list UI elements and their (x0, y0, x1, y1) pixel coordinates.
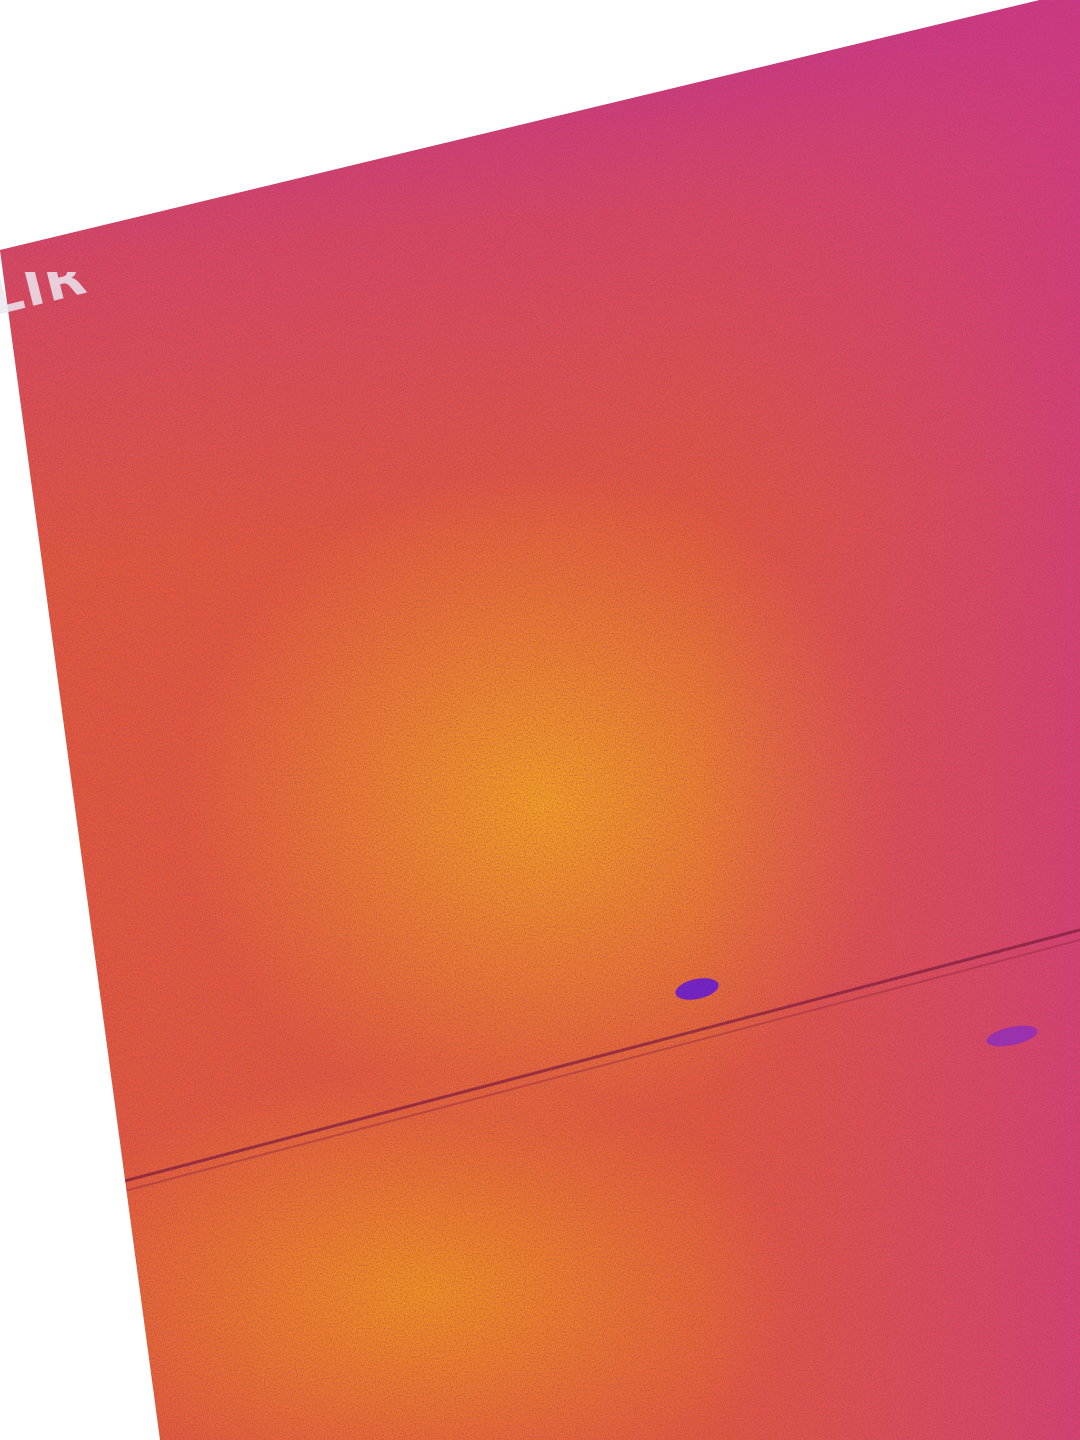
flir-watermark-text: FLIR (0, 272, 94, 338)
cool-region-left (0, 880, 80, 1070)
flir-watermark: FLIR (0, 272, 130, 352)
